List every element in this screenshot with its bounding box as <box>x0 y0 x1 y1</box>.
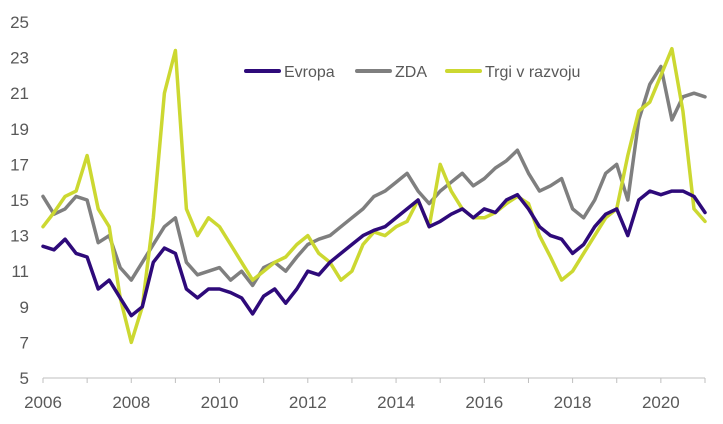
x-tick-label: 2012 <box>289 393 327 412</box>
x-tick-label: 2018 <box>554 393 592 412</box>
y-tick-label: 21 <box>10 84 29 103</box>
series-lines <box>41 46 707 345</box>
legend-label: Evropa <box>284 64 335 81</box>
legend: Evropa ZDA Trgi v razvoju <box>244 64 580 81</box>
x-axis: 2006 2008 2010 2012 2014 2016 2018 2020 <box>24 377 706 412</box>
y-tick-label: 11 <box>11 262 29 281</box>
x-tick-label: 2006 <box>24 393 62 412</box>
y-tick-label: 17 <box>10 155 29 174</box>
y-tick-label: 23 <box>10 49 29 68</box>
x-tick-label: 2014 <box>377 393 415 412</box>
x-tick-label: 2010 <box>201 393 239 412</box>
legend-label: Trgi v razvoju <box>485 64 580 81</box>
x-tick-label: 2016 <box>465 393 503 412</box>
legend-label: ZDA <box>395 64 427 81</box>
x-tick-label: 2020 <box>642 393 680 412</box>
y-tick-label: 7 <box>20 333 29 352</box>
y-tick-label: 13 <box>10 227 29 246</box>
y-tick-label: 15 <box>10 191 29 210</box>
series-line-evropa <box>41 189 707 318</box>
y-tick-label: 5 <box>20 369 29 388</box>
x-tick-label: 2008 <box>112 393 150 412</box>
y-axis: 5 7 9 11 13 15 17 19 21 23 25 <box>10 13 29 388</box>
y-tick-label: 19 <box>10 120 29 139</box>
y-tick-label: 9 <box>20 298 29 317</box>
series-line-zda <box>41 64 707 288</box>
y-tick-label: 25 <box>10 13 29 32</box>
